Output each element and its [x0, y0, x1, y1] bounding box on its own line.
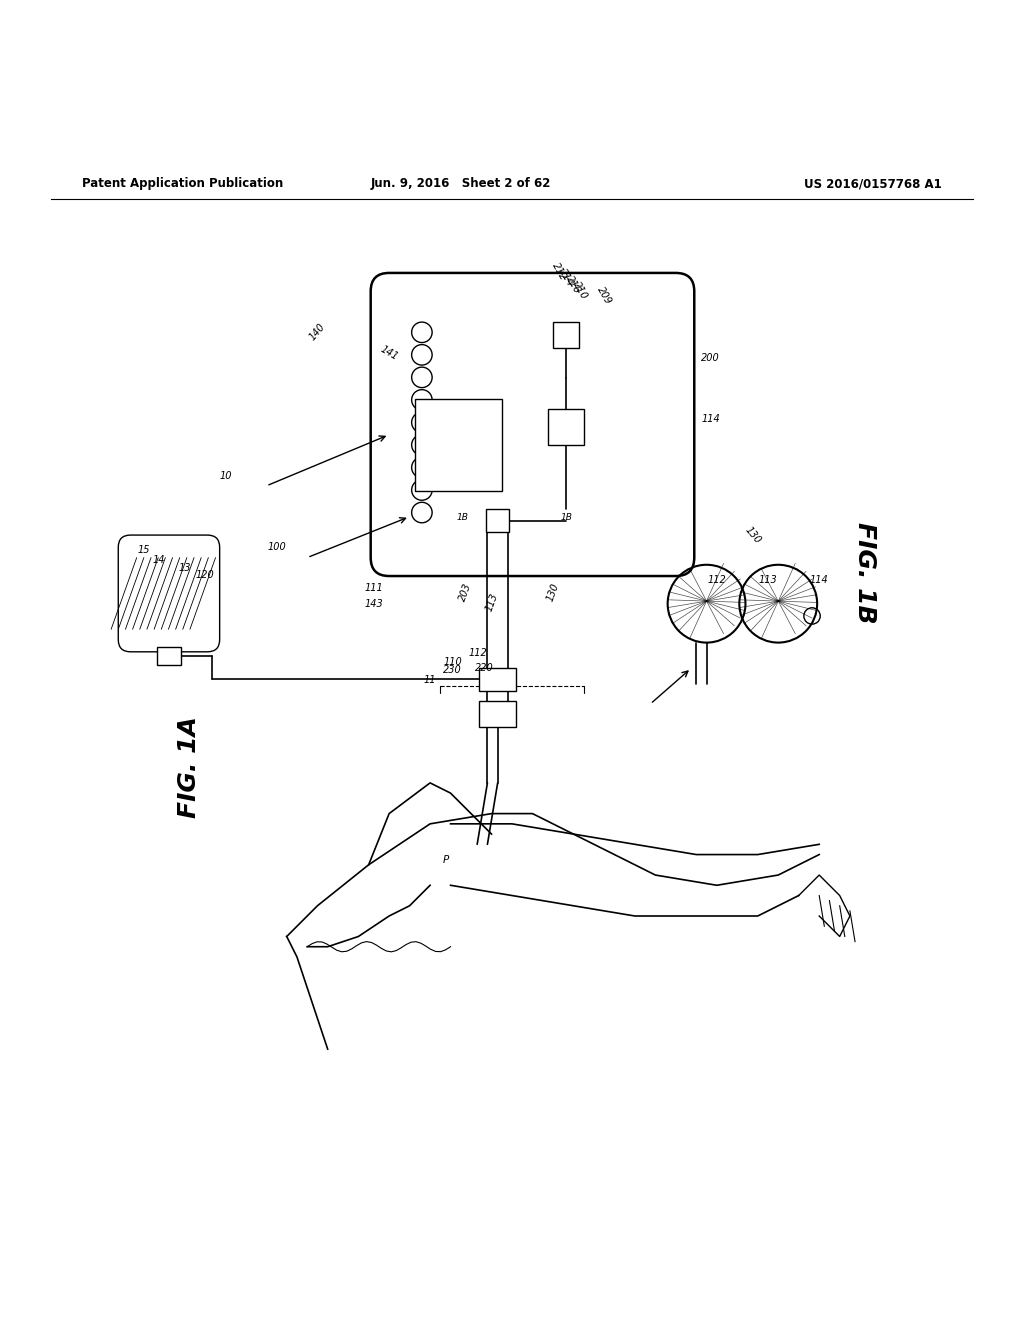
Bar: [548, 409, 584, 445]
Text: 210: 210: [571, 280, 590, 301]
Text: 203: 203: [457, 582, 473, 603]
Bar: [415, 399, 502, 491]
Text: 212: 212: [550, 261, 568, 282]
Text: 214: 214: [557, 268, 575, 289]
Bar: [553, 322, 579, 347]
Bar: [479, 668, 516, 690]
Text: 141: 141: [379, 343, 399, 362]
Text: 130: 130: [742, 524, 763, 545]
Text: 112: 112: [708, 576, 726, 585]
Text: FIG. 1A: FIG. 1A: [177, 717, 202, 818]
Text: P: P: [442, 854, 449, 865]
Text: Patent Application Publication: Patent Application Publication: [82, 177, 284, 190]
Text: 14: 14: [153, 554, 165, 565]
FancyBboxPatch shape: [119, 535, 220, 652]
Text: 140: 140: [307, 322, 328, 343]
Text: 10: 10: [219, 471, 231, 480]
Text: 114: 114: [810, 576, 828, 585]
Text: 114: 114: [701, 414, 720, 424]
Text: 113: 113: [759, 576, 777, 585]
Text: 100: 100: [267, 543, 286, 552]
Text: 143: 143: [365, 599, 383, 609]
Text: 13: 13: [178, 562, 190, 573]
Text: 113: 113: [483, 593, 500, 614]
Text: 1B: 1B: [457, 513, 469, 523]
Text: Jun. 9, 2016   Sheet 2 of 62: Jun. 9, 2016 Sheet 2 of 62: [371, 177, 551, 190]
Text: 120: 120: [196, 570, 214, 579]
Text: 130: 130: [545, 582, 561, 603]
Text: 216: 216: [564, 273, 583, 294]
Text: 11: 11: [424, 676, 436, 685]
FancyBboxPatch shape: [371, 273, 694, 576]
Bar: [157, 647, 181, 665]
Text: 220: 220: [475, 663, 494, 673]
Text: 112: 112: [469, 648, 487, 657]
Text: 230: 230: [443, 665, 462, 676]
Text: FIG. 1B: FIG. 1B: [853, 523, 878, 624]
Text: US 2016/0157768 A1: US 2016/0157768 A1: [804, 177, 942, 190]
Text: 110: 110: [443, 657, 462, 667]
Text: 1B: 1B: [560, 513, 572, 523]
Text: 15: 15: [137, 545, 150, 556]
Bar: [479, 701, 516, 726]
Text: 111: 111: [365, 583, 383, 593]
Bar: [486, 510, 509, 532]
Text: 209: 209: [595, 285, 613, 306]
Text: 200: 200: [701, 352, 720, 363]
